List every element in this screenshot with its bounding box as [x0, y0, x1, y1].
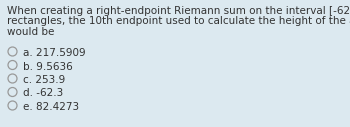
Text: b. 9.5636: b. 9.5636	[23, 61, 73, 72]
Text: e. 82.4273: e. 82.4273	[23, 102, 79, 112]
Circle shape	[8, 101, 17, 110]
Circle shape	[8, 60, 17, 69]
Circle shape	[8, 47, 17, 56]
Text: d. -62.3: d. -62.3	[23, 89, 63, 99]
Text: rectangles, the 10th endpoint used to calculate the height of the approximating : rectangles, the 10th endpoint used to ca…	[7, 17, 350, 27]
Circle shape	[8, 74, 17, 83]
Circle shape	[8, 88, 17, 97]
Text: c. 253.9: c. 253.9	[23, 75, 65, 85]
Text: a. 217.5909: a. 217.5909	[23, 48, 86, 58]
Text: would be: would be	[7, 27, 54, 37]
Text: When creating a right-endpoint Riemann sum on the interval [-62.3, 253.9] using : When creating a right-endpoint Riemann s…	[7, 6, 350, 16]
